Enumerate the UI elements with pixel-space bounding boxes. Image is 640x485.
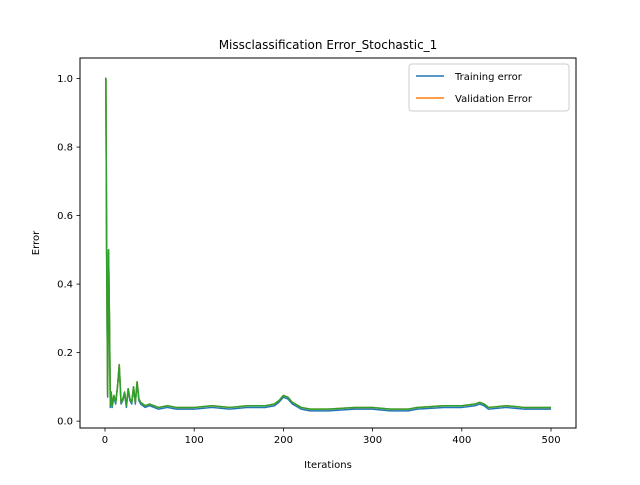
y-axis-ticks: 0.0 0.2 0.4 0.6 0.8 1.0 xyxy=(57,74,80,428)
y-tick-label: 0.4 xyxy=(57,280,73,291)
y-tick-label: 0.2 xyxy=(57,348,73,359)
legend-entries: Training error Validation Error xyxy=(416,72,533,105)
legend: Training error Validation Error xyxy=(408,63,570,112)
legend-label: Training error xyxy=(454,72,523,83)
y-tick-label: 1.0 xyxy=(57,74,73,85)
chart-title: Missclassification Error_Stochastic_1 xyxy=(219,38,438,52)
legend-label: Validation Error xyxy=(455,94,533,105)
series-line-3 xyxy=(104,77,552,410)
x-tick-label: 400 xyxy=(452,435,471,446)
y-tick-label: 0.8 xyxy=(57,143,73,154)
x-tick-label: 500 xyxy=(541,435,560,446)
x-tick-label: 0 xyxy=(102,435,108,446)
x-axis-label: Iterations xyxy=(304,460,352,471)
x-tick-label: 300 xyxy=(363,435,382,446)
series-layer xyxy=(104,77,552,412)
plot-area-frame xyxy=(79,57,577,429)
x-axis-ticks: 0 100 200 300 400 500 xyxy=(102,428,561,446)
y-tick-label: 0.0 xyxy=(57,417,73,428)
x-tick-label: 100 xyxy=(185,435,204,446)
y-tick-label: 0.6 xyxy=(57,211,73,222)
legend-box xyxy=(408,63,570,112)
x-tick-label: 200 xyxy=(274,435,293,446)
y-axis-label: Error xyxy=(31,230,42,255)
